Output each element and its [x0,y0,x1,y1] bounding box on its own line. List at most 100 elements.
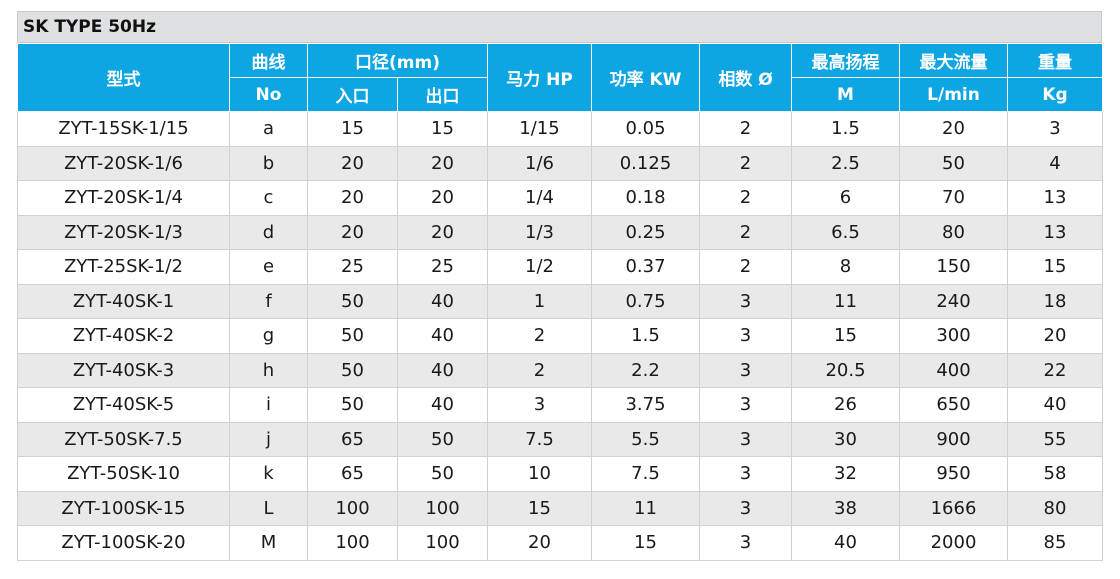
cell-outlet: 40 [397,283,488,319]
cell-head: 11 [791,283,900,319]
cell-weight: 18 [1007,283,1103,319]
cell-outlet: 15 [397,111,488,147]
table-row: ZYT-40SK-5 i 50 40 3 3.75 3 26 650 40 [17,387,1103,423]
cell-hp: 2 [487,318,592,354]
cell-model: ZYT-50SK-10 [17,456,230,492]
cell-phase: 2 [699,249,792,285]
cell-outlet: 20 [397,180,488,216]
table-body: ZYT-15SK-1/15 a 15 15 1/15 0.05 2 1.5 20 3 ZYT-20S… [17,111,1103,561]
cell-head: 1.5 [791,111,900,147]
header-curve-sub: No [229,77,308,112]
cell-model: ZYT-100SK-20 [17,525,230,561]
cell-flow: 80 [899,214,1008,250]
table-row: ZYT-50SK-10 k 65 50 10 7.5 3 32 950 58 [17,456,1103,492]
cell-weight: 4 [1007,145,1103,181]
table-row: ZYT-40SK-1 f 50 40 1 0.75 3 11 240 18 [17,283,1103,319]
cell-hp: 3 [487,387,592,423]
table-row: ZYT-100SK-20 M 100 100 20 15 3 40 2000 85 [17,525,1103,561]
header-curve: 曲线 [229,43,308,78]
cell-outlet: 25 [397,249,488,285]
cell-weight: 80 [1007,490,1103,526]
cell-hp: 20 [487,525,592,561]
cell-kw: 2.2 [591,352,700,388]
cell-phase: 3 [699,387,792,423]
cell-head: 40 [791,525,900,561]
cell-phase: 2 [699,180,792,216]
cell-model: ZYT-15SK-1/15 [17,111,230,147]
cell-outlet: 40 [397,352,488,388]
cell-hp: 2 [487,352,592,388]
cell-hp: 1/15 [487,111,592,147]
header-model: 型式 [17,43,230,112]
cell-outlet: 50 [397,421,488,457]
cell-phase: 2 [699,145,792,181]
cell-flow: 70 [899,180,1008,216]
cell-inlet: 15 [307,111,398,147]
cell-curve: h [229,352,308,388]
cell-kw: 11 [591,490,700,526]
cell-inlet: 100 [307,490,398,526]
cell-phase: 3 [699,456,792,492]
cell-hp: 1/2 [487,249,592,285]
cell-hp: 10 [487,456,592,492]
table-row: ZYT-40SK-3 h 50 40 2 2.2 3 20.5 400 22 [17,352,1103,388]
cell-head: 38 [791,490,900,526]
table-row: ZYT-100SK-15 L 100 100 15 11 3 38 1666 80 [17,490,1103,526]
cell-curve: k [229,456,308,492]
cell-inlet: 50 [307,318,398,354]
cell-phase: 3 [699,318,792,354]
cell-curve: g [229,318,308,354]
cell-hp: 1/4 [487,180,592,216]
cell-flow: 900 [899,421,1008,457]
table-row: ZYT-40SK-2 g 50 40 2 1.5 3 15 300 20 [17,318,1103,354]
cell-weight: 13 [1007,180,1103,216]
cell-model: ZYT-20SK-1/3 [17,214,230,250]
cell-curve: M [229,525,308,561]
header-head: 最高扬程 [791,43,900,78]
cell-kw: 15 [591,525,700,561]
table-row: ZYT-15SK-1/15 a 15 15 1/15 0.05 2 1.5 20 3 [17,111,1103,147]
cell-weight: 20 [1007,318,1103,354]
cell-outlet: 100 [397,490,488,526]
cell-flow: 650 [899,387,1008,423]
cell-model: ZYT-20SK-1/6 [17,145,230,181]
cell-kw: 3.75 [591,387,700,423]
cell-kw: 0.25 [591,214,700,250]
table-row: ZYT-25SK-1/2 e 25 25 1/2 0.37 2 8 150 15 [17,249,1103,285]
header-flow: 最大流量 [899,43,1008,78]
cell-head: 6 [791,180,900,216]
cell-model: ZYT-25SK-1/2 [17,249,230,285]
cell-model: ZYT-50SK-7.5 [17,421,230,457]
cell-curve: b [229,145,308,181]
cell-inlet: 50 [307,283,398,319]
cell-model: ZYT-100SK-15 [17,490,230,526]
cell-kw: 5.5 [591,421,700,457]
cell-outlet: 20 [397,214,488,250]
header-phase: 相数 Ø [699,43,792,112]
cell-hp: 7.5 [487,421,592,457]
cell-curve: e [229,249,308,285]
cell-inlet: 50 [307,352,398,388]
cell-kw: 0.05 [591,111,700,147]
cell-curve: j [229,421,308,457]
spec-table: 型式 曲线 口径(mm) 马力 HP 功率 KW 相数 Ø 最高扬程 最大流量 … [17,43,1103,561]
table-header: 型式 曲线 口径(mm) 马力 HP 功率 KW 相数 Ø 最高扬程 最大流量 … [17,43,1103,112]
header-weight-unit: Kg [1007,77,1103,112]
cell-curve: L [229,490,308,526]
cell-weight: 58 [1007,456,1103,492]
cell-weight: 55 [1007,421,1103,457]
cell-phase: 3 [699,490,792,526]
table-row: ZYT-20SK-1/4 c 20 20 1/4 0.18 2 6 70 13 [17,180,1103,216]
cell-head: 32 [791,456,900,492]
cell-flow: 950 [899,456,1008,492]
header-head-unit: M [791,77,900,112]
cell-kw: 7.5 [591,456,700,492]
cell-kw: 0.18 [591,180,700,216]
cell-flow: 50 [899,145,1008,181]
table-row: ZYT-50SK-7.5 j 65 50 7.5 5.5 3 30 900 55 [17,421,1103,457]
cell-flow: 20 [899,111,1008,147]
cell-outlet: 40 [397,387,488,423]
cell-weight: 13 [1007,214,1103,250]
cell-kw: 0.75 [591,283,700,319]
cell-flow: 300 [899,318,1008,354]
